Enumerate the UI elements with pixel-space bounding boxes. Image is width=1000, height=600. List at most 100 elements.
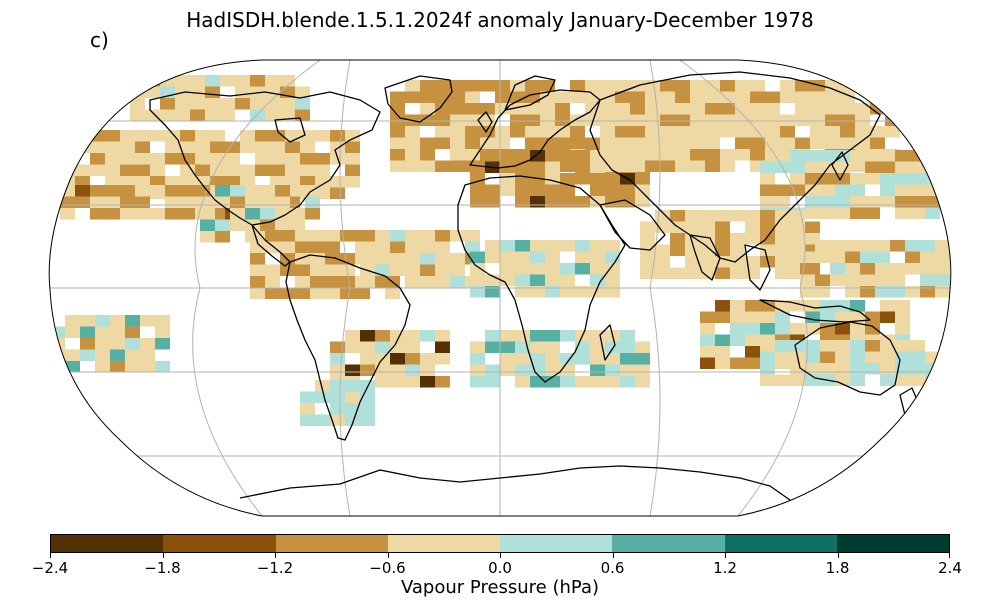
anomaly-cell: [405, 149, 420, 161]
anomaly-cell: [340, 276, 355, 288]
anomaly-cell: [360, 414, 375, 426]
map-title: HadISDH.blende.1.5.1.2024f anomaly Janua…: [186, 8, 814, 32]
anomaly-cell: [720, 114, 735, 126]
anomaly-cell: [870, 126, 885, 138]
anomaly-cell: [600, 114, 615, 126]
anomaly-cell: [530, 274, 545, 286]
anomaly-cell: [645, 126, 660, 138]
anomaly-cell: [315, 153, 330, 165]
anomaly-cell: [840, 126, 855, 138]
anomaly-cell: [295, 230, 310, 242]
anomaly-cell: [820, 340, 835, 352]
anomaly-cell: [790, 150, 805, 162]
anomaly-cell: [910, 340, 925, 352]
anomaly-cell: [730, 233, 745, 245]
anomaly-cell: [690, 103, 705, 115]
anomaly-cell: [715, 346, 730, 358]
anomaly-cell: [865, 196, 880, 208]
anomaly-cell: [50, 326, 65, 338]
anomaly-cell: [845, 286, 860, 298]
anomaly-cell: [295, 86, 310, 98]
anomaly-cell: [800, 274, 815, 286]
anomaly-cell: [450, 137, 465, 149]
anomaly-cell: [315, 391, 330, 403]
anomaly-cell: [75, 130, 90, 142]
anomaly-cell: [390, 353, 405, 365]
anomaly-cell: [375, 230, 390, 242]
anomaly-cell: [405, 160, 420, 172]
anomaly-cell: [90, 208, 105, 220]
anomaly-cell: [385, 287, 400, 299]
anomaly-cell: [50, 361, 65, 373]
anomaly-cell: [420, 241, 435, 253]
anomaly-cell: [660, 114, 675, 126]
anomaly-cell: [205, 75, 220, 87]
anomaly-cell: [590, 173, 605, 185]
map-border: [48, 59, 952, 517]
anomaly-cell: [675, 91, 690, 103]
anomaly-cell: [560, 173, 575, 185]
anomaly-cell: [715, 267, 730, 279]
anomaly-cell: [95, 349, 110, 361]
anomaly-cell: [155, 326, 170, 338]
anomaly-cell: [110, 315, 125, 327]
anomaly-cell: [325, 287, 340, 299]
anomaly-cell: [575, 353, 590, 365]
anomaly-cell: [95, 326, 110, 338]
anomaly-cell: [675, 149, 690, 161]
anomaly-cell: [750, 80, 765, 92]
anomaly-cell: [330, 403, 345, 415]
anomaly-cell: [655, 267, 670, 279]
anomaly-cell: [485, 330, 500, 342]
anomaly-cell: [265, 241, 280, 253]
anomaly-cell: [125, 326, 140, 338]
meridian-120e: [679, 60, 808, 516]
anomaly-cell: [775, 184, 790, 196]
anomaly-cell: [300, 403, 315, 415]
anomaly-cell: [735, 91, 750, 103]
anomaly-cell: [760, 233, 775, 245]
anomaly-cell: [465, 126, 480, 138]
colorbar-tick-label: 2.4: [938, 559, 962, 577]
anomaly-cell: [450, 80, 465, 92]
anomaly-cell: [250, 241, 265, 253]
anomaly-cell: [775, 340, 790, 352]
anomaly-cell: [615, 149, 630, 161]
anomaly-cell: [765, 114, 780, 126]
anomaly-cell: [775, 221, 790, 233]
anomaly-cell: [805, 340, 820, 352]
anomaly-cell: [825, 114, 840, 126]
anomaly-cell: [375, 364, 390, 376]
anomaly-cell: [135, 176, 150, 188]
anomaly-cell: [590, 274, 605, 286]
anomaly-cell: [730, 323, 745, 335]
anomaly-cell: [600, 137, 615, 149]
anomaly-cell: [190, 109, 205, 121]
anomaly-cell: [560, 353, 575, 365]
anomaly-cell: [450, 126, 465, 138]
anomaly-cell: [790, 323, 805, 335]
anomaly-cell: [515, 263, 530, 275]
anomaly-cell: [895, 340, 910, 352]
anomaly-cell: [910, 196, 925, 208]
anomaly-cell: [590, 251, 605, 263]
anomaly-cell: [865, 173, 880, 185]
anomaly-cell: [720, 80, 735, 92]
anomaly-cell: [605, 240, 620, 252]
anomaly-cell: [120, 176, 135, 188]
anomaly-cell: [865, 363, 880, 375]
anomaly-cell: [345, 330, 360, 342]
anomaly-cell: [545, 173, 560, 185]
anomaly-cell: [495, 126, 510, 138]
anomaly-cell: [195, 130, 210, 142]
anomaly-cell: [135, 196, 150, 208]
colorbar: [50, 534, 950, 553]
colorbar-tick-mark: [725, 553, 726, 558]
anomaly-cell: [545, 263, 560, 275]
anomaly-cell: [790, 374, 805, 386]
anomaly-cell: [790, 184, 805, 196]
anomaly-cell: [690, 126, 705, 138]
anomaly-cell: [75, 185, 90, 197]
anomaly-cell: [560, 150, 575, 162]
anomaly-cell: [485, 364, 500, 376]
